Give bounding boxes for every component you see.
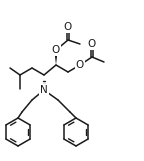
Text: O: O [64,22,72,32]
Text: O: O [52,45,60,55]
Text: O: O [88,39,96,49]
Polygon shape [54,50,58,65]
Text: N: N [40,85,48,95]
Text: O: O [76,60,84,70]
